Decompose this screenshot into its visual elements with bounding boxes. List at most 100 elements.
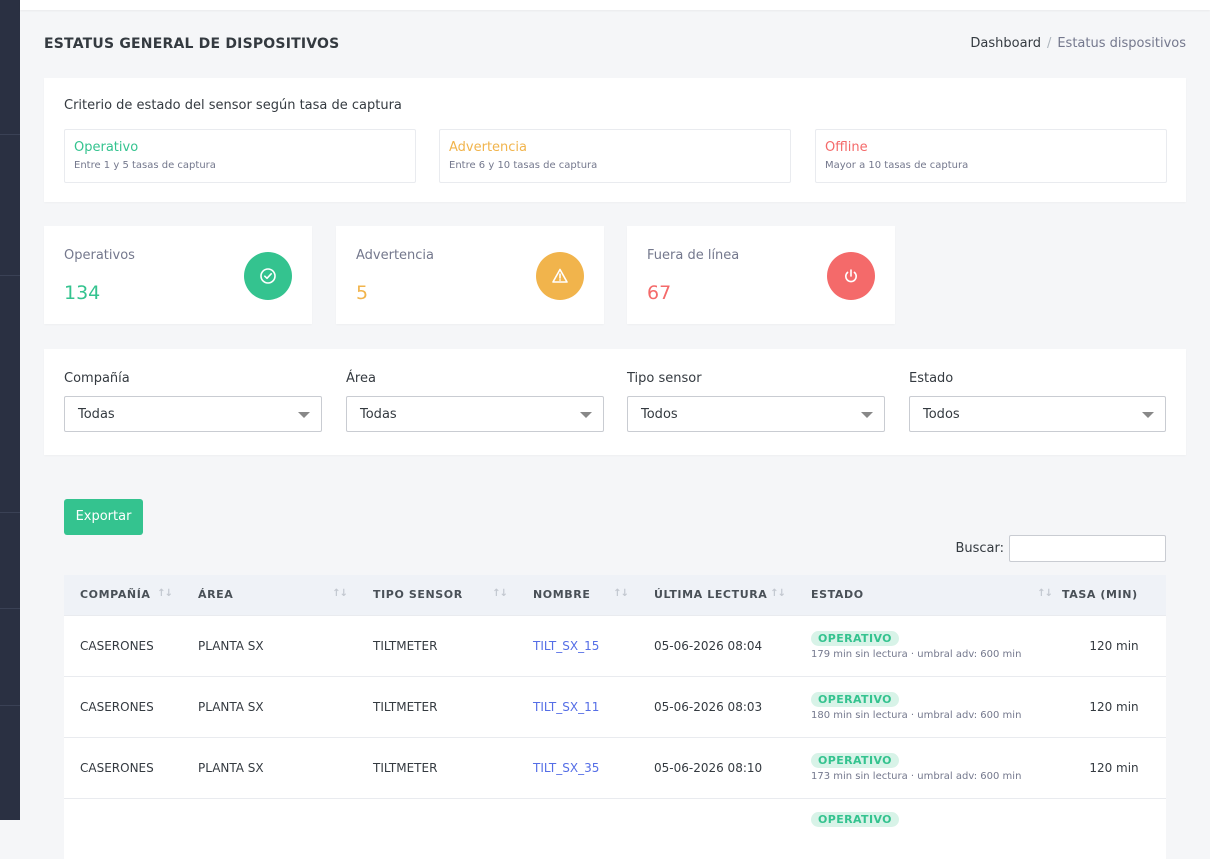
filter-label: Compañía <box>64 371 130 386</box>
criteria-title: Criterio de estado del sensor según tasa… <box>64 98 402 113</box>
column-header-label: NOMBRE <box>533 588 591 602</box>
sort-icon: ↑↓ <box>613 588 629 599</box>
filter-label: Estado <box>909 371 954 386</box>
cell-status: OPERATIVO <box>795 798 1062 859</box>
check-circle-icon <box>244 252 292 300</box>
select-value: Todas <box>360 407 397 422</box>
table-header-row: COMPAÑÍA ↑↓ ÁREA ↑↓ TIPO SENSOR ↑↓ NOMBRE ↑↓… <box>64 575 1166 615</box>
column-header-tasa[interactable]: TASA (MIN) <box>1062 575 1166 615</box>
status-badge: OPERATIVO <box>811 692 899 707</box>
criteria-label: Advertencia <box>449 140 528 155</box>
cell-rate: 120 min <box>1089 638 1139 653</box>
stat-label: Advertencia <box>356 248 435 263</box>
sidebar-divider <box>0 134 20 135</box>
chevron-down-icon <box>580 412 592 418</box>
cell-last-reading: 05-06-2026 08:10 <box>654 760 763 775</box>
breadcrumb-separator: / <box>1046 36 1052 51</box>
area-select[interactable]: Todas <box>346 396 604 432</box>
cell-type: TILTMETER <box>373 699 438 714</box>
chevron-down-icon <box>1142 412 1154 418</box>
status-badge: OPERATIVO <box>811 811 899 827</box>
device-link[interactable]: TILT_SX_35 <box>533 760 600 775</box>
compania-select[interactable]: Todas <box>64 396 322 432</box>
stat-label: Operativos <box>64 248 135 263</box>
cell-last-reading <box>638 798 795 859</box>
filter-estado: Estado Todos <box>909 371 1166 432</box>
stat-value: 5 <box>356 282 369 304</box>
filter-label: Tipo sensor <box>627 371 702 386</box>
sidebar-divider <box>0 512 20 513</box>
column-header-label: ÚLTIMA LECTURA <box>654 588 768 602</box>
stat-label: Fuera de línea <box>647 248 740 263</box>
cell-company <box>64 798 182 859</box>
column-header-compania[interactable]: COMPAÑÍA ↑↓ <box>64 575 182 615</box>
cell-type <box>357 798 517 859</box>
status-badge: OPERATIVO <box>811 753 899 768</box>
column-header-label: ESTADO <box>811 588 864 602</box>
cell-company: CASERONES <box>80 760 154 775</box>
column-header-label: TIPO SENSOR <box>373 588 463 602</box>
select-value: Todas <box>78 407 115 422</box>
sidebar <box>0 0 20 820</box>
criteria-operativo: Operativo Entre 1 y 5 tasas de captura <box>64 129 416 183</box>
device-link[interactable]: TILT_SX_15 <box>533 638 600 653</box>
page-title: ESTATUS GENERAL DE DISPOSITIVOS <box>44 36 340 52</box>
cell-name: TILT_SX_11 <box>517 676 638 737</box>
tipo-sensor-select[interactable]: Todos <box>627 396 885 432</box>
search-label: Buscar: <box>955 541 1004 556</box>
sidebar-divider <box>0 705 20 706</box>
warning-icon <box>536 252 584 300</box>
export-button[interactable]: Exportar <box>64 499 143 535</box>
topbar <box>20 0 1210 10</box>
column-header-tipo-sensor[interactable]: TIPO SENSOR ↑↓ <box>357 575 517 615</box>
cell-type: TILTMETER <box>373 760 438 775</box>
column-header-label: COMPAÑÍA <box>80 588 151 602</box>
column-header-area[interactable]: ÁREA ↑↓ <box>182 575 357 615</box>
sort-icon: ↑↓ <box>492 588 508 599</box>
cell-name: TILT_SX_35 <box>517 737 638 798</box>
criteria-label: Offline <box>825 140 868 155</box>
stat-card-advertencia: Advertencia 5 <box>336 226 604 324</box>
filter-area: Área Todas <box>346 371 604 432</box>
cell-area: PLANTA SX <box>198 760 264 775</box>
stat-value: 67 <box>647 282 672 304</box>
cell-area <box>182 798 357 859</box>
status-detail: 173 min sin lectura · umbral adv: 600 mi… <box>811 771 1022 782</box>
sidebar-divider <box>0 608 20 609</box>
select-value: Todos <box>923 407 960 422</box>
column-header-ultima-lectura[interactable]: ÚLTIMA LECTURA ↑↓ <box>638 575 795 615</box>
cell-last-reading: 05-06-2026 08:03 <box>654 699 763 714</box>
criteria-label: Operativo <box>74 140 139 155</box>
column-header-estado[interactable]: ESTADO ↑↓ <box>795 575 1062 615</box>
sort-icon: ↑↓ <box>332 588 348 599</box>
breadcrumb-current: Estatus dispositivos <box>1057 36 1186 51</box>
filter-card: Compañía Todas Área Todas Tipo sensor To… <box>44 349 1186 455</box>
criteria-offline: Offline Mayor a 10 tasas de captura <box>815 129 1167 183</box>
cell-last-reading: 05-06-2026 08:04 <box>654 638 763 653</box>
column-header-nombre[interactable]: NOMBRE ↑↓ <box>517 575 638 615</box>
sort-icon: ↑↓ <box>770 588 786 599</box>
cell-status: OPERATIVO 173 min sin lectura · umbral ad… <box>795 737 1062 798</box>
table-row: CASERONES PLANTA SX TILTMETER TILT_SX_15… <box>64 615 1166 676</box>
cell-rate: 120 min <box>1089 699 1139 714</box>
table-row: CASERONES PLANTA SX TILTMETER TILT_SX_35… <box>64 737 1166 798</box>
sort-icon: ↑↓ <box>157 588 173 599</box>
column-header-label: TASA (MIN) <box>1062 588 1138 602</box>
search-area: Buscar: <box>955 535 1166 562</box>
status-detail: 180 min sin lectura · umbral adv: 600 mi… <box>811 710 1022 721</box>
chevron-down-icon <box>298 412 310 418</box>
search-input[interactable] <box>1009 535 1166 562</box>
stat-value: 134 <box>64 282 101 304</box>
table-row: CASERONES PLANTA SX TILTMETER TILT_SX_11… <box>64 676 1166 737</box>
cell-area: PLANTA SX <box>198 699 264 714</box>
estado-select[interactable]: Todos <box>909 396 1166 432</box>
cell-type: TILTMETER <box>373 638 438 653</box>
cell-status: OPERATIVO 179 min sin lectura · umbral ad… <box>795 615 1062 676</box>
power-icon <box>827 252 875 300</box>
sidebar-divider <box>0 275 20 276</box>
device-link[interactable]: TILT_SX_11 <box>533 699 600 714</box>
devices-table: COMPAÑÍA ↑↓ ÁREA ↑↓ TIPO SENSOR ↑↓ NOMBRE ↑↓… <box>64 575 1166 859</box>
breadcrumb-dashboard-link[interactable]: Dashboard <box>970 36 1041 51</box>
sort-icon: ↑↓ <box>1037 588 1053 599</box>
column-header-label: ÁREA <box>198 588 234 602</box>
